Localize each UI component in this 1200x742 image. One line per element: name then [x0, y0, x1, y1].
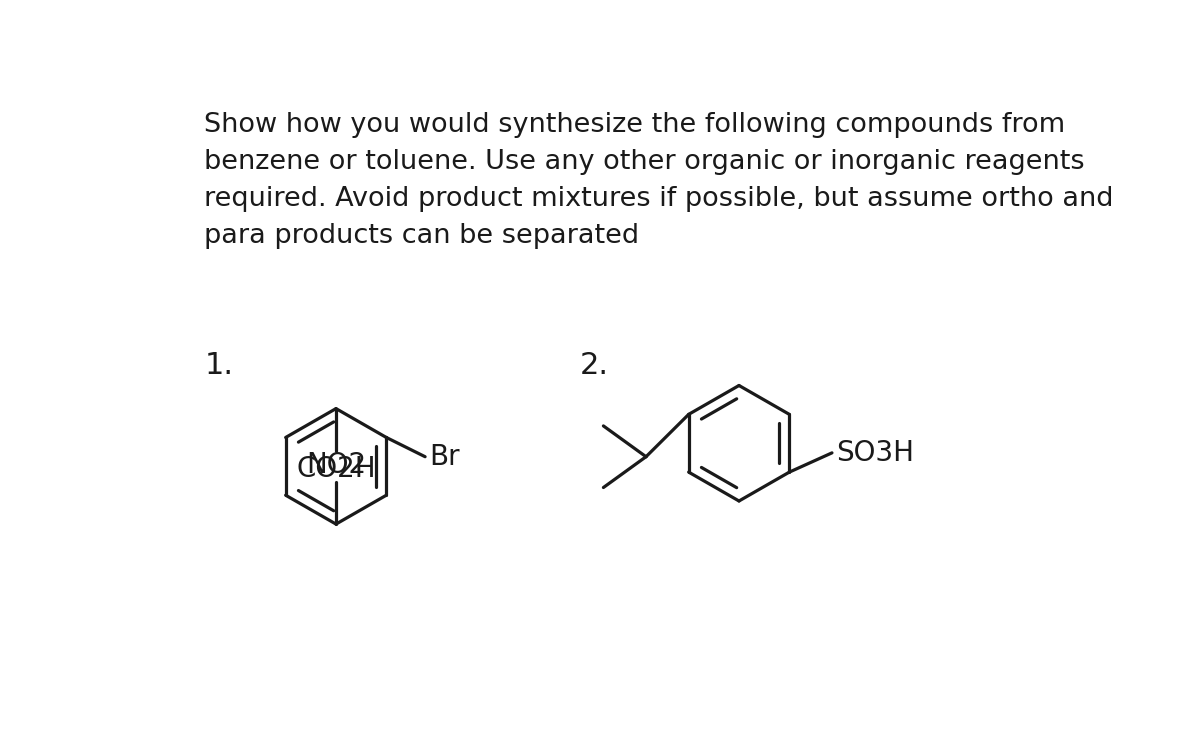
- Text: CO2H: CO2H: [296, 455, 376, 483]
- Text: 2.: 2.: [580, 351, 610, 380]
- Text: Show how you would synthesize the following compounds from
benzene or toluene. U: Show how you would synthesize the follow…: [204, 112, 1114, 249]
- Text: Br: Br: [428, 443, 460, 470]
- Text: SO3H: SO3H: [836, 439, 914, 467]
- Text: 1.: 1.: [204, 351, 233, 380]
- Text: NO2: NO2: [306, 450, 366, 479]
